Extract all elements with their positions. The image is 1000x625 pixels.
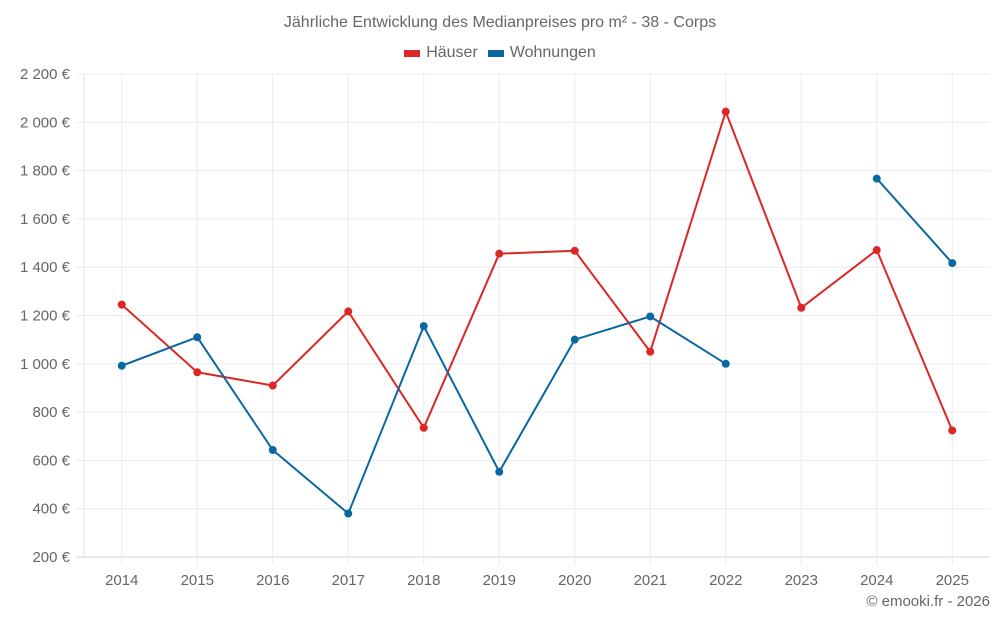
data-point[interactable] [344, 509, 353, 518]
data-point[interactable] [948, 259, 957, 268]
data-point[interactable] [117, 300, 126, 309]
data-point[interactable] [570, 335, 579, 344]
data-point[interactable] [193, 333, 202, 342]
data-point[interactable] [495, 467, 504, 476]
credit-text: © emooki.fr - 2026 [866, 593, 990, 610]
series-lines [117, 107, 957, 518]
apartments-swatch-icon [487, 49, 504, 57]
data-point[interactable] [646, 312, 655, 321]
data-point[interactable] [193, 368, 202, 377]
legend: Häuser Wohnungen [0, 44, 1000, 62]
y-tick-label: 600 € [32, 452, 70, 469]
y-tick-label: 2 000 € [20, 114, 71, 131]
data-point[interactable] [721, 107, 730, 116]
x-tick-label: 2014 [105, 572, 138, 589]
x-tick-label: 2017 [332, 572, 365, 589]
houses-swatch-icon [404, 49, 421, 57]
legend-label-houses: Häuser [426, 44, 478, 61]
data-point[interactable] [268, 381, 277, 390]
chart-title: Jährliche Entwicklung des Medianpreises … [283, 14, 717, 31]
data-point[interactable] [646, 347, 655, 356]
y-tick-label: 2 200 € [20, 66, 71, 83]
x-tick-label: 2016 [256, 572, 289, 589]
y-tick-label: 1 000 € [20, 356, 71, 373]
data-point[interactable] [570, 246, 579, 255]
legend-item-apartments[interactable]: Wohnungen [487, 44, 596, 62]
y-tick-label: 1 200 € [20, 308, 71, 325]
x-tick-label: 2015 [181, 572, 214, 589]
data-point[interactable] [495, 249, 504, 258]
y-tick-label: 1 400 € [20, 259, 71, 276]
legend-label-apartments: Wohnungen [509, 44, 596, 61]
x-tick-label: 2022 [709, 572, 742, 589]
x-axis: 2014 2015 2016 2017 2018 2019 2020 2021 2022 2023… [105, 572, 969, 589]
x-tick-label: 2025 [936, 572, 969, 589]
y-tick-label: 1 600 € [20, 211, 71, 228]
data-point[interactable] [721, 359, 730, 368]
y-tick-label: 400 € [32, 501, 70, 518]
data-point[interactable] [948, 426, 957, 435]
y-axis: 200 € 400 € 600 € 800 € 1 000 € 1 200 € 1 400 … [20, 66, 71, 566]
y-tick-label: 200 € [32, 549, 70, 566]
x-tick-label: 2019 [483, 572, 516, 589]
data-point[interactable] [419, 322, 428, 331]
data-point[interactable] [797, 303, 806, 312]
x-tick-label: 2020 [558, 572, 591, 589]
legend-item-houses[interactable]: Häuser [404, 44, 478, 62]
series-häuser [117, 107, 957, 435]
data-point[interactable] [344, 307, 353, 316]
data-point[interactable] [268, 446, 277, 455]
y-tick-label: 1 800 € [20, 163, 71, 180]
y-tick-label: 800 € [32, 404, 70, 421]
data-point[interactable] [419, 423, 428, 432]
x-tick-label: 2024 [860, 572, 893, 589]
x-tick-label: 2018 [407, 572, 440, 589]
x-tick-label: 2023 [785, 572, 818, 589]
series-wohnungen [117, 174, 957, 518]
gridlines [76, 73, 990, 565]
data-point[interactable] [117, 361, 126, 370]
data-point[interactable] [872, 174, 881, 183]
x-tick-label: 2021 [634, 572, 667, 589]
data-point[interactable] [872, 246, 881, 255]
